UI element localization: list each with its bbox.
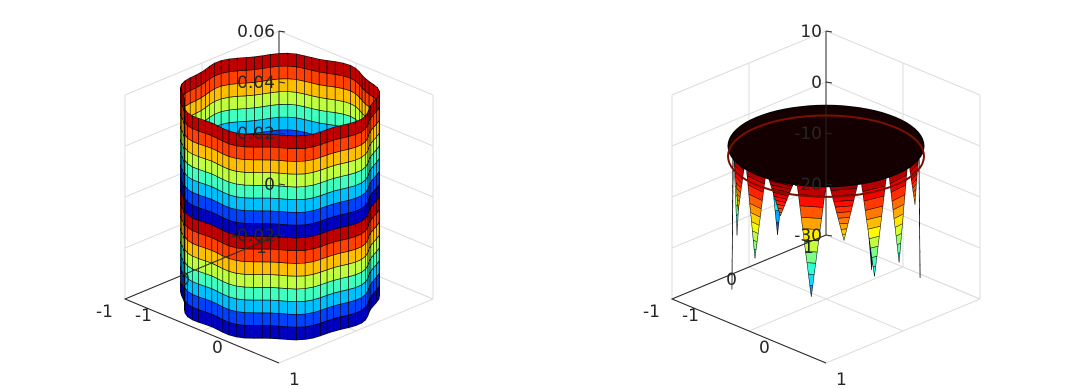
y-tick-label: 1: [803, 238, 814, 258]
y-tick-label: 1: [256, 238, 267, 258]
surface: [180, 52, 380, 341]
z-tick-label: 0.02: [237, 124, 275, 144]
y-tick-label: 0: [179, 270, 190, 290]
x-tick-label: 1: [289, 370, 300, 389]
axes: [123, 30, 286, 364]
x-tick-label: 0: [759, 338, 770, 358]
axes: [670, 30, 833, 364]
y-tick-label: 0: [726, 270, 737, 290]
z-tick-label: 0: [811, 73, 822, 93]
x-tick-label: 0: [212, 338, 223, 358]
z-tick-label: 0: [264, 175, 275, 195]
z-tick-label: 10: [800, 22, 822, 42]
x-tick-label: -1: [135, 306, 152, 326]
z-tick-label: -20: [794, 175, 822, 195]
z-tick-label: 0.04: [237, 73, 275, 93]
x-tick-label: -1: [682, 306, 699, 326]
surface-plot-left: -0.02 0 0.02 0.04 0.06 -1 0 1 -1 0 1: [96, 22, 434, 389]
x-tick-label: 1: [836, 370, 847, 389]
y-tick-label: -1: [96, 302, 113, 322]
z-tick-label: 0.06: [237, 22, 275, 42]
surface: [726, 104, 926, 297]
z-tick-label: -10: [794, 124, 822, 144]
z-tick-label: -0.02: [231, 226, 275, 246]
z-tick-label: -30: [794, 226, 822, 246]
tick-labels: -0.02 0 0.02 0.04 0.06 -1 0 1 -1 0 1: [96, 22, 300, 389]
y-tick-label: -1: [643, 302, 660, 322]
